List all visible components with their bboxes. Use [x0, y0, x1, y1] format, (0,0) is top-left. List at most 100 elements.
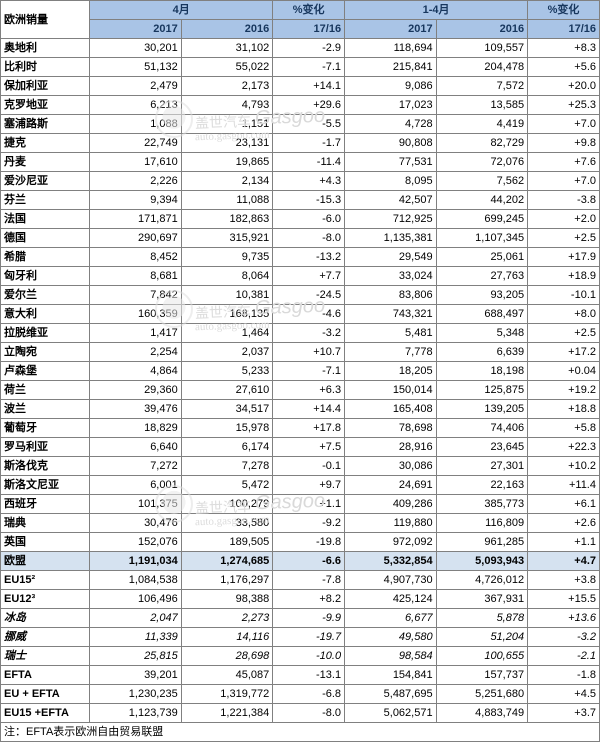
value-cell: 4,726,012 [436, 571, 528, 590]
value-cell: 5,332,854 [345, 552, 437, 571]
header-ytd-pct: %变化 [528, 1, 600, 20]
value-cell: 74,406 [436, 419, 528, 438]
value-cell: 961,285 [436, 533, 528, 552]
pct-cell: -13.2 [273, 248, 345, 267]
pct-cell: +14.4 [273, 400, 345, 419]
pct-cell: +5.6 [528, 58, 600, 77]
value-cell: 72,076 [436, 153, 528, 172]
value-cell: 28,916 [345, 438, 437, 457]
value-cell: 18,205 [345, 362, 437, 381]
value-cell: 972,092 [345, 533, 437, 552]
value-cell: 6,001 [90, 476, 182, 495]
value-cell: 22,749 [90, 134, 182, 153]
value-cell: 8,095 [345, 172, 437, 191]
value-cell: 39,476 [90, 400, 182, 419]
value-cell: 24,691 [345, 476, 437, 495]
pct-cell: +10.2 [528, 457, 600, 476]
table-row: 捷克22,74923,131-1.790,80882,729+9.8 [1, 134, 600, 153]
pct-cell: -7.1 [273, 58, 345, 77]
value-cell: 29,360 [90, 381, 182, 400]
table-row: 德国290,697315,921-8.01,135,3811,107,345+2… [1, 229, 600, 248]
footnote-row: 注：EFTA表示欧洲自由贸易联盟 [1, 723, 600, 742]
value-cell: 1,464 [181, 324, 273, 343]
table-row: 卢森堡4,8645,233-7.118,20518,198+0.04 [1, 362, 600, 381]
value-cell: 160,359 [90, 305, 182, 324]
pct-cell: +18.8 [528, 400, 600, 419]
value-cell: 109,557 [436, 39, 528, 58]
value-cell: 6,639 [436, 343, 528, 362]
value-cell: 77,531 [345, 153, 437, 172]
pct-cell: -9.9 [273, 609, 345, 628]
value-cell: 8,452 [90, 248, 182, 267]
country-cell: EU + EFTA [1, 685, 90, 704]
country-cell: 英国 [1, 533, 90, 552]
pct-cell: -2.9 [273, 39, 345, 58]
sales-table: 欧洲销量 4月 %变化 1-4月 %变化 2017 2016 17/16 201… [0, 0, 600, 742]
header-ytd: 1-4月 [345, 1, 528, 20]
value-cell: 23,131 [181, 134, 273, 153]
pct-cell: -2.1 [528, 647, 600, 666]
value-cell: 6,174 [181, 438, 273, 457]
value-cell: 189,505 [181, 533, 273, 552]
value-cell: 182,863 [181, 210, 273, 229]
value-cell: 33,580 [181, 514, 273, 533]
value-cell: 15,978 [181, 419, 273, 438]
value-cell: 10,381 [181, 286, 273, 305]
pct-cell: +3.8 [528, 571, 600, 590]
value-cell: 1,084,538 [90, 571, 182, 590]
pct-cell: -7.1 [273, 362, 345, 381]
pct-cell: +6.3 [273, 381, 345, 400]
pct-cell: +7.5 [273, 438, 345, 457]
country-cell: 德国 [1, 229, 90, 248]
pct-cell: +17.8 [273, 419, 345, 438]
pct-cell: -5.5 [273, 115, 345, 134]
value-cell: 83,806 [345, 286, 437, 305]
value-cell: 34,517 [181, 400, 273, 419]
country-cell: EU12³ [1, 590, 90, 609]
country-cell: 葡萄牙 [1, 419, 90, 438]
pct-cell: +8.0 [528, 305, 600, 324]
value-cell: 385,773 [436, 495, 528, 514]
country-cell: 荷兰 [1, 381, 90, 400]
header-pct: 17/16 [273, 20, 345, 39]
value-cell: 23,645 [436, 438, 528, 457]
pct-cell: -6.0 [273, 210, 345, 229]
value-cell: 78,698 [345, 419, 437, 438]
pct-cell: +29.6 [273, 96, 345, 115]
country-cell: 爱尔兰 [1, 286, 90, 305]
value-cell: 168,135 [181, 305, 273, 324]
country-cell: 奥地利 [1, 39, 90, 58]
value-cell: 22,163 [436, 476, 528, 495]
pct-cell: -19.8 [273, 533, 345, 552]
value-cell: 55,022 [181, 58, 273, 77]
pct-cell: +4.3 [273, 172, 345, 191]
value-cell: 1,107,345 [436, 229, 528, 248]
table-row: 斯洛文尼亚6,0015,472+9.724,69122,163+11.4 [1, 476, 600, 495]
value-cell: 7,842 [90, 286, 182, 305]
value-cell: 25,815 [90, 647, 182, 666]
pct-cell: -6.6 [273, 552, 345, 571]
value-cell: 6,640 [90, 438, 182, 457]
pct-cell: +3.7 [528, 704, 600, 723]
value-cell: 8,064 [181, 267, 273, 286]
pct-cell: +2.6 [528, 514, 600, 533]
pct-cell: -4.6 [273, 305, 345, 324]
value-cell: 14,116 [181, 628, 273, 647]
pct-cell: +8.2 [273, 590, 345, 609]
pct-cell: +2.5 [528, 229, 600, 248]
pct-cell: +0.04 [528, 362, 600, 381]
country-cell: 欧盟 [1, 552, 90, 571]
table-row: 芬兰9,39411,088-15.342,50744,202-3.8 [1, 191, 600, 210]
value-cell: 7,272 [90, 457, 182, 476]
value-cell: 11,339 [90, 628, 182, 647]
pct-cell: +11.4 [528, 476, 600, 495]
value-cell: 743,321 [345, 305, 437, 324]
pct-cell: -10.0 [273, 647, 345, 666]
pct-cell: -3.8 [528, 191, 600, 210]
value-cell: 1,230,235 [90, 685, 182, 704]
table-row: 瑞士25,81528,698-10.098,584100,655-2.1 [1, 647, 600, 666]
value-cell: 6,213 [90, 96, 182, 115]
pct-cell: -19.7 [273, 628, 345, 647]
pct-cell: +9.7 [273, 476, 345, 495]
value-cell: 4,728 [345, 115, 437, 134]
